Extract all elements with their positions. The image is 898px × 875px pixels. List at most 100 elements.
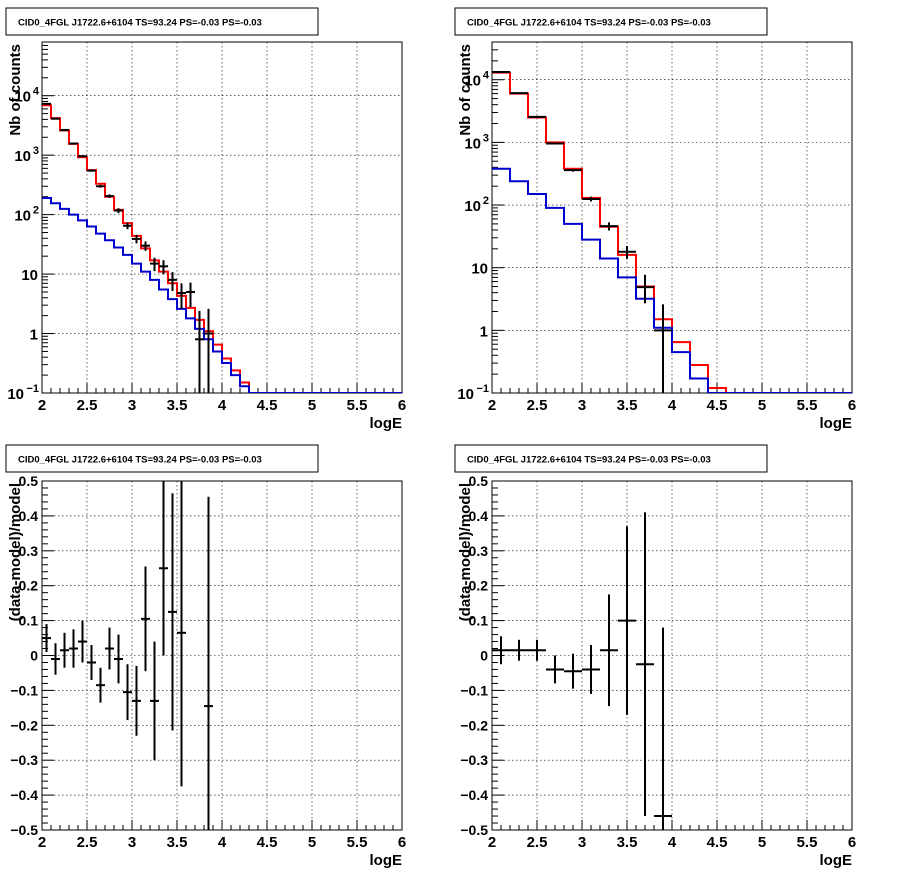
y-tick-label: 1 bbox=[480, 323, 488, 340]
plot-area bbox=[492, 70, 852, 393]
data-point bbox=[51, 117, 60, 120]
data-point bbox=[195, 310, 204, 393]
x-tick-label: 4.5 bbox=[707, 834, 728, 851]
data-point bbox=[636, 512, 654, 817]
y-axis-label: Nb of counts bbox=[457, 44, 474, 136]
data-point bbox=[546, 655, 564, 684]
data-point bbox=[528, 639, 546, 661]
plot-area bbox=[492, 512, 672, 830]
title-box bbox=[5, 444, 319, 473]
y-tick-label: −0.4 bbox=[10, 787, 38, 803]
data-point bbox=[105, 627, 114, 670]
y-tick-label: −0.2 bbox=[460, 717, 488, 733]
data-point bbox=[69, 629, 78, 668]
grid bbox=[42, 481, 402, 830]
x-tick-label: 5.5 bbox=[797, 834, 818, 851]
total-model-step-line bbox=[42, 104, 402, 393]
y-tick-label: −0.5 bbox=[10, 822, 38, 838]
x-tick-label: 5.5 bbox=[797, 397, 818, 414]
data-point bbox=[114, 634, 123, 684]
data-point bbox=[618, 526, 636, 715]
data-point bbox=[510, 92, 528, 95]
y-tick-exponent: 4 bbox=[33, 86, 40, 98]
data-point bbox=[177, 481, 186, 787]
data-points bbox=[42, 102, 213, 393]
data-point bbox=[123, 664, 132, 721]
y-tick-label: 0.3 bbox=[19, 543, 39, 559]
y-tick-label: 10 bbox=[464, 73, 481, 90]
x-tick-label: 2.5 bbox=[527, 834, 548, 851]
x-tick-label: 5 bbox=[758, 397, 766, 414]
y-axis-label: Nb of counts bbox=[7, 44, 24, 136]
x-tick-label: 4 bbox=[218, 834, 227, 851]
x-tick-label: 3 bbox=[128, 397, 136, 414]
y-axis-label: (data-model)/model bbox=[7, 483, 24, 621]
x-tick-label: 5 bbox=[308, 397, 316, 414]
y-tick-exponent: −1 bbox=[26, 383, 39, 395]
y-tick-label: 10 bbox=[464, 135, 481, 152]
y-tick-label: 10 bbox=[471, 261, 488, 278]
data-point bbox=[177, 283, 186, 309]
data-point bbox=[96, 184, 105, 188]
data-point bbox=[60, 632, 69, 668]
data-point bbox=[600, 594, 618, 707]
data-point bbox=[114, 208, 123, 214]
data-point bbox=[87, 645, 96, 680]
data-points bbox=[492, 512, 672, 830]
chart-panel-bottom-right: CID0_4FGL J1722.6+6104 TS=93.24 PS=-0.03… bbox=[454, 444, 856, 869]
y-tick-label: −0.5 bbox=[460, 822, 488, 838]
data-point bbox=[600, 222, 618, 231]
y-tick-exponent: 2 bbox=[33, 205, 39, 217]
data-point bbox=[150, 257, 159, 272]
title-box bbox=[454, 7, 768, 36]
x-tick-label: 2.5 bbox=[527, 397, 548, 414]
data-point bbox=[96, 667, 105, 703]
data-point bbox=[69, 142, 78, 145]
x-tick-label: 5 bbox=[758, 834, 766, 851]
data-point bbox=[132, 235, 141, 244]
chart-title: CID0_4FGL J1722.6+6104 TS=93.24 PS=-0.03… bbox=[18, 18, 262, 29]
grid bbox=[42, 42, 402, 393]
data-point bbox=[564, 653, 582, 689]
y-tick-label: −0.4 bbox=[460, 787, 488, 803]
y-tick-label: 10 bbox=[14, 148, 31, 165]
x-axis-label: logE bbox=[820, 415, 853, 432]
y-tick-exponent: 2 bbox=[483, 195, 489, 207]
data-point bbox=[582, 196, 600, 202]
data-point bbox=[141, 241, 150, 251]
data-point bbox=[168, 493, 177, 731]
data-point bbox=[123, 222, 132, 230]
x-tick-label: 5 bbox=[308, 834, 316, 851]
y-tick-exponent: 3 bbox=[483, 132, 489, 144]
x-tick-label: 6 bbox=[848, 834, 856, 851]
data-point bbox=[618, 245, 636, 259]
data-point bbox=[582, 645, 600, 694]
y-axis-label: (data-model)/model bbox=[457, 483, 474, 621]
x-tick-label: 2 bbox=[488, 834, 496, 851]
data-point bbox=[51, 643, 60, 675]
chart-panel-top-right: CID0_4FGL J1722.6+6104 TS=93.24 PS=-0.03… bbox=[454, 7, 856, 432]
x-tick-label: 3 bbox=[578, 834, 586, 851]
y-tick-label: 0.2 bbox=[469, 578, 489, 594]
y-tick-exponent: 4 bbox=[483, 70, 490, 82]
y-tick-label: 10 bbox=[14, 89, 31, 106]
y-tick-label: −0.3 bbox=[10, 752, 38, 768]
chart-panel-top-left: CID0_4FGL J1722.6+6104 TS=93.24 PS=-0.03… bbox=[5, 7, 406, 432]
data-point bbox=[546, 142, 564, 145]
chart-title: CID0_4FGL J1722.6+6104 TS=93.24 PS=-0.03… bbox=[18, 455, 262, 466]
plot-area bbox=[42, 481, 213, 830]
x-ticks bbox=[491, 383, 853, 393]
y-ticks bbox=[492, 41, 504, 394]
grid bbox=[492, 481, 852, 830]
chart-panel-bottom-left: CID0_4FGL J1722.6+6104 TS=93.24 PS=-0.03… bbox=[5, 444, 406, 869]
background-model-step-line bbox=[492, 167, 852, 393]
data-point bbox=[60, 128, 69, 131]
x-tick-label: 2 bbox=[38, 397, 46, 414]
x-tick-label: 2 bbox=[488, 397, 496, 414]
data-point bbox=[78, 155, 87, 158]
x-axis-label: logE bbox=[370, 415, 403, 432]
x-tick-label: 4 bbox=[668, 397, 677, 414]
title-box bbox=[454, 444, 768, 473]
data-point bbox=[105, 194, 114, 198]
